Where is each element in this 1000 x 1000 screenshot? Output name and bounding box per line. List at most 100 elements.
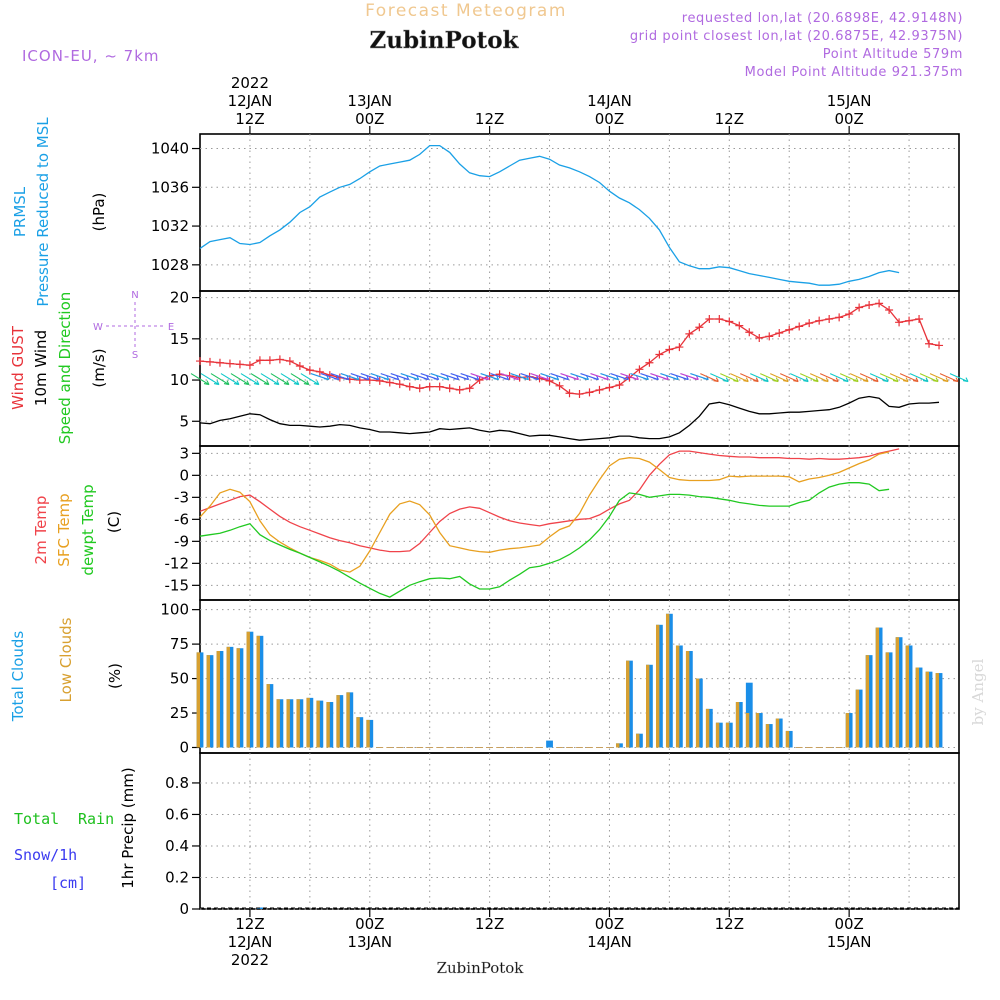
wind-arrow <box>690 373 709 381</box>
wind-arrow <box>720 373 739 383</box>
bottom-time-label: 12Z <box>715 915 744 933</box>
y-tick-label: -6 <box>174 510 189 528</box>
temperature-labels: 2m Temp SFC Temp dewpt Temp (C) <box>32 484 123 575</box>
wind-arrow <box>610 373 629 381</box>
y-tick-label: 0.2 <box>165 868 189 886</box>
wind-arrow <box>300 373 320 386</box>
gust-marker <box>196 357 204 366</box>
precip-axis-label: 1hr Precip (mm) <box>119 767 137 888</box>
point-altitude: Point Altitude 579m <box>823 47 963 62</box>
wind-arrow <box>710 373 729 383</box>
gust-marker <box>645 358 654 367</box>
gust-marker <box>215 358 224 367</box>
low-clouds-bar <box>925 671 930 748</box>
gust-marker <box>865 301 874 310</box>
wind-arrow <box>670 373 689 381</box>
y-tick-label: -3 <box>174 488 189 506</box>
gust-marker <box>205 357 214 366</box>
y-tick-label: 50 <box>170 670 189 688</box>
gust-marker <box>285 357 294 366</box>
low-clouds-bar <box>636 733 640 748</box>
low-clouds-bar <box>745 713 750 748</box>
sfc-temp-line <box>199 451 890 573</box>
precip-plot: 0 0.2 0.4 0.6 0.8 <box>165 753 959 918</box>
t2m-label: 2m Temp <box>32 496 50 565</box>
low-clouds-bar <box>865 655 870 748</box>
gust-marker <box>235 360 244 369</box>
gust-marker <box>755 333 764 342</box>
low-clouds-bar <box>316 700 320 748</box>
wind-arrow <box>889 373 909 383</box>
wind-arrow <box>819 373 839 383</box>
low-clouds-bar <box>675 645 680 748</box>
wind-arrow <box>799 373 819 383</box>
pressure-labels: PRMSL Pressure Reduced to MSL (hPa) <box>11 117 108 307</box>
gust-marker <box>785 325 794 334</box>
y-tick-label: 10 <box>170 371 189 389</box>
gust-marker <box>825 315 834 324</box>
gust-marker <box>715 315 724 324</box>
wind-arrow <box>780 373 799 383</box>
2m-temp-line <box>199 448 900 553</box>
dewpt-temp-line <box>199 482 890 598</box>
gust-marker <box>905 316 914 325</box>
bottom-time-label: 15JAN <box>827 933 872 951</box>
wind-arrow <box>879 373 899 383</box>
compass-n: N <box>131 290 138 301</box>
bottom-time-label: 13JAN <box>347 933 392 951</box>
wind-dir-label: Speed and Direction <box>56 292 74 445</box>
bottom-time-label: 00Z <box>595 915 624 933</box>
model-label: ICON-EU, ~ 7km <box>22 47 160 65</box>
low-clouds-bar <box>685 651 690 748</box>
top-time-label: 12Z <box>235 110 264 128</box>
total-clouds-bar <box>226 646 234 748</box>
temp-unit: (C) <box>105 511 123 533</box>
gust-marker <box>295 362 304 371</box>
gust-marker <box>405 382 414 391</box>
y-tick-label: -15 <box>165 576 190 594</box>
wind-arrow <box>809 373 829 383</box>
10m-wind-line <box>199 395 940 441</box>
requested-coords: requested lon,lat (20.6898E, 42.9148N) <box>682 11 963 26</box>
gust-marker <box>655 350 664 359</box>
wind-arrow <box>270 373 290 386</box>
low-clouds-bar <box>705 708 710 748</box>
low-clouds-bar <box>246 631 250 748</box>
low-clouds-bar <box>256 635 260 748</box>
location-title: ZubinPotok <box>370 27 520 54</box>
gust-marker <box>355 376 364 385</box>
top-time-label: 12Z <box>715 110 744 128</box>
wind-arrow <box>899 373 919 383</box>
clouds-plot: 0 25 50 75 100 <box>160 600 959 756</box>
low-clouds-bar <box>196 652 200 748</box>
wind-arrow <box>829 373 849 383</box>
wind-arrow <box>450 373 470 381</box>
y-tick-label: 0 <box>179 900 189 918</box>
gust-marker <box>765 332 774 341</box>
pressure-plot: 1028 1032 1036 1040 <box>151 134 959 291</box>
wind-arrow <box>430 373 450 381</box>
gust-marker <box>415 384 424 393</box>
gust-marker <box>875 299 884 308</box>
wind-arrow <box>750 373 769 383</box>
low-clouds-bar <box>695 678 700 748</box>
wind-arrow <box>280 373 300 386</box>
gust-marker <box>225 359 234 368</box>
watermark: by Angel <box>969 658 987 725</box>
bottom-time-label: 12Z <box>475 915 504 933</box>
wind-arrow <box>770 373 789 383</box>
low-clouds-bar <box>775 718 780 748</box>
bottom-time-label: 12Z <box>235 915 264 933</box>
low-clouds-bar <box>266 684 270 748</box>
wind-arrow <box>570 373 589 381</box>
y-tick-label: 1036 <box>151 178 189 196</box>
gust-marker <box>535 374 544 383</box>
low-clouds-bar <box>765 724 770 748</box>
low-clouds-bar <box>935 673 940 748</box>
y-tick-label: 1028 <box>151 256 189 274</box>
gust-label: Wind GUST <box>9 325 27 410</box>
total-clouds-bar <box>206 655 214 748</box>
bottom-time-label: 12JAN <box>228 933 273 951</box>
gust-marker <box>545 376 554 385</box>
